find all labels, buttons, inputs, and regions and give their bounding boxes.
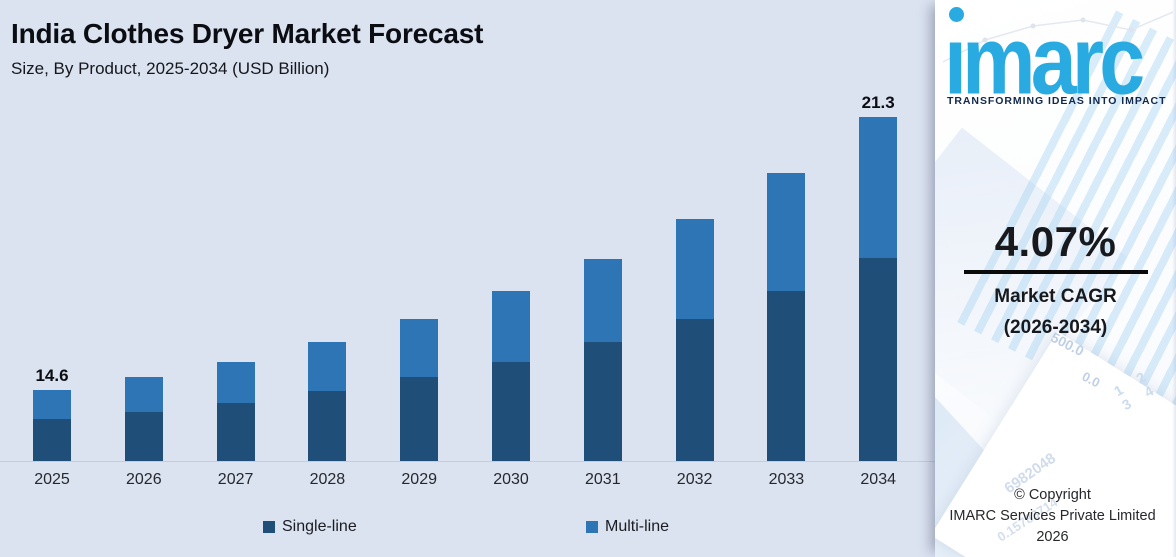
- bar-segment-multi-line: [492, 291, 530, 362]
- legend-label: Multi-line: [605, 518, 670, 535]
- copyright: © Copyright IMARC Services Private Limit…: [935, 485, 1170, 548]
- brand-panel: 500.0 0.0 1 2 3 4 6982048 0.15783714 ıma…: [935, 0, 1176, 557]
- cagr-label: Market CAGR: [994, 286, 1117, 307]
- x-axis-label: 2028: [309, 471, 346, 488]
- bar-segment-single-line: [216, 403, 255, 461]
- watermark-number: 1 2 3 4: [1111, 365, 1163, 414]
- bar-segment-multi-line: [583, 259, 622, 342]
- legend-swatch-icon: [586, 521, 598, 533]
- x-axis-label: 2031: [585, 471, 621, 488]
- bar-segment-single-line: [675, 319, 714, 461]
- cagr-period: (2026-2034): [1003, 317, 1108, 338]
- chart-title: India Clothes Dryer Market Forecast: [11, 18, 484, 49]
- x-axis-label: 2029: [401, 471, 437, 488]
- bar-segment-multi-line: [859, 117, 898, 258]
- bar-segment-single-line: [859, 258, 898, 461]
- bar-segment-single-line: [583, 342, 622, 461]
- chart-section: India Clothes Dryer Market Forecast Size…: [0, 18, 935, 536]
- bar-value-label: 21.3: [861, 93, 895, 112]
- cagr-block: 4.07% Market CAGR (2026-2034): [951, 218, 1160, 339]
- x-axis-label: 2034: [860, 471, 896, 488]
- bar-segment-multi-line: [308, 342, 347, 391]
- x-axis-label: 2032: [676, 471, 713, 488]
- bar-segment-single-line: [400, 377, 439, 461]
- logo-tagline: TRANSFORMING IDEAS INTO IMPACT: [947, 95, 1167, 107]
- x-axis-label: 2030: [493, 471, 529, 488]
- legend-item: Single-line: [263, 518, 357, 536]
- copyright-line2: IMARC Services Private Limited 2026: [949, 507, 1156, 545]
- bar-chart-plot: 14.6 2025 2026 2027 2028 2029 2030 2031 2032 2033…: [0, 93, 935, 488]
- bar-segment-multi-line: [675, 219, 714, 319]
- legend-swatch-icon: [263, 521, 275, 533]
- bar-segment-multi-line: [33, 390, 71, 419]
- x-axis-label: 2025: [34, 471, 70, 488]
- cagr-underline: [963, 270, 1148, 274]
- bar-segment-single-line: [767, 291, 806, 461]
- x-axis-label: 2027: [217, 471, 254, 488]
- bar-segment-multi-line: [400, 319, 439, 377]
- bar-segment-single-line: [124, 412, 163, 461]
- watermark-number: 0.0: [1079, 368, 1103, 391]
- bar-segment-single-line: [492, 362, 530, 461]
- bar-value-label: 14.6: [35, 366, 69, 385]
- x-axis-label: 2033: [768, 471, 805, 488]
- x-axis-line: [0, 461, 935, 462]
- legend-label: Single-line: [282, 518, 357, 535]
- copyright-line1: © Copyright: [1014, 486, 1091, 503]
- logo-text: ımarc: [944, 7, 1145, 115]
- cagr-value: 4.07%: [994, 218, 1117, 265]
- bar-segment-multi-line: [216, 362, 255, 403]
- bar-segment-single-line: [33, 419, 71, 461]
- chart-subtitle: Size, By Product, 2025-2034 (USD Billion…: [11, 59, 330, 78]
- bar-segment-single-line: [308, 391, 347, 461]
- legend-item: Multi-line: [586, 518, 669, 536]
- bar-segment-multi-line: [124, 377, 163, 412]
- bar-segment-multi-line: [767, 173, 806, 291]
- x-axis-label: 2026: [126, 471, 162, 488]
- logo-i-dot-icon: [949, 7, 964, 22]
